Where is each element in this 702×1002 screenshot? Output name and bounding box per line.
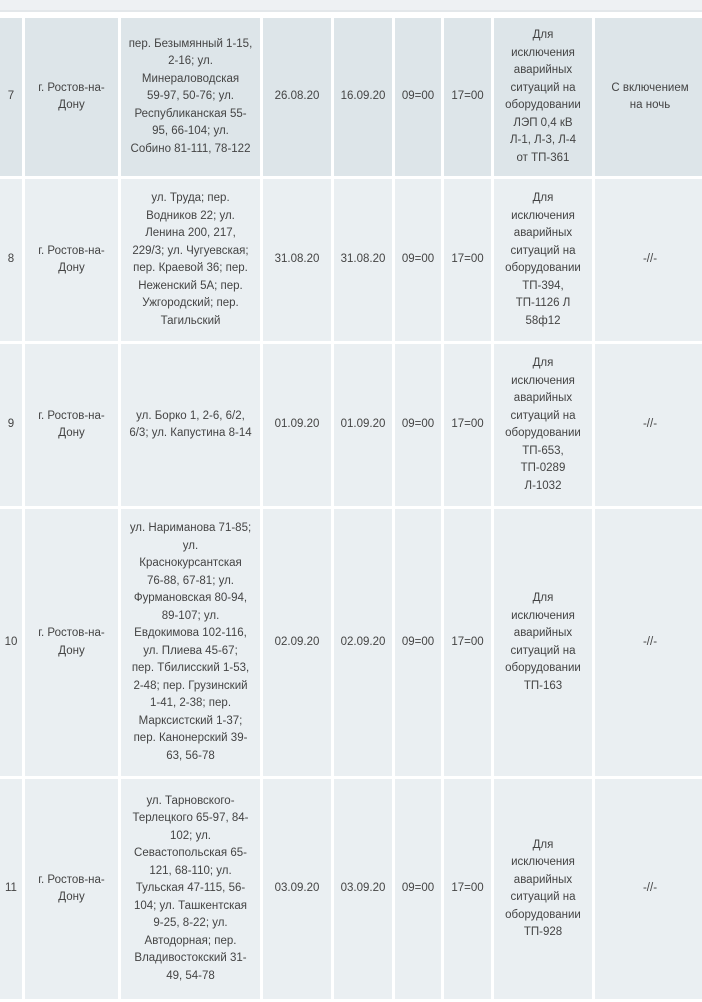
- note-cell: -//-: [595, 779, 702, 999]
- start-date-cell: 03.09.20: [263, 779, 331, 999]
- reason-cell: Для исключения аварийных ситуаций на обо…: [494, 179, 592, 341]
- reason-cell: Для исключения аварийных ситуаций на обо…: [494, 18, 592, 176]
- address-cell: ул. Нариманова 71-85; ул. Краснокурсантс…: [121, 509, 260, 776]
- table-row: 8 г. Ростов-на- Дону ул. Труда; пер. Вод…: [0, 179, 702, 341]
- note-cell: -//-: [595, 509, 702, 776]
- end-date-cell: 16.09.20: [334, 18, 392, 176]
- start-time-cell: 09=00: [395, 779, 441, 999]
- table-row: 11 г. Ростов-на- Дону ул. Тарновского- Т…: [0, 779, 702, 999]
- note-cell: С включением на ночь: [595, 18, 702, 176]
- city-cell: г. Ростов-на- Дону: [25, 179, 118, 341]
- address-cell: ул. Тарновского- Терлецкого 65-97, 84- 1…: [121, 779, 260, 999]
- city-cell: г. Ростов-на- Дону: [25, 509, 118, 776]
- end-date-cell: 02.09.20: [334, 509, 392, 776]
- city-cell: г. Ростов-на- Дону: [25, 18, 118, 176]
- note-cell: -//-: [595, 344, 702, 506]
- end-time-cell: 17=00: [444, 779, 491, 999]
- end-date-cell: 31.08.20: [334, 179, 392, 341]
- address-cell: ул. Труда; пер. Водников 22; ул. Ленина …: [121, 179, 260, 341]
- start-date-cell: 01.09.20: [263, 344, 331, 506]
- row-number: 11: [0, 779, 22, 999]
- note-cell: -//-: [595, 179, 702, 341]
- table-row: 7 г. Ростов-на- Дону пер. Безымянный 1-1…: [0, 18, 702, 176]
- row-number: 8: [0, 179, 22, 341]
- end-time-cell: 17=00: [444, 509, 491, 776]
- start-time-cell: 09=00: [395, 344, 441, 506]
- start-date-cell: 26.08.20: [263, 18, 331, 176]
- end-time-cell: 17=00: [444, 18, 491, 176]
- reason-cell: Для исключения аварийных ситуаций на обо…: [494, 779, 592, 999]
- table-row: 10 г. Ростов-на- Дону ул. Нариманова 71-…: [0, 509, 702, 776]
- address-cell: ул. Борко 1, 2-6, 6/2, 6/3; ул. Капустин…: [121, 344, 260, 506]
- end-time-cell: 17=00: [444, 344, 491, 506]
- row-number: 7: [0, 18, 22, 176]
- start-date-cell: 31.08.20: [263, 179, 331, 341]
- city-cell: г. Ростов-на- Дону: [25, 344, 118, 506]
- city-cell: г. Ростов-на- Дону: [25, 779, 118, 999]
- address-cell: пер. Безымянный 1-15, 2-16; ул. Минерало…: [121, 18, 260, 176]
- outage-table: 7 г. Ростов-на- Дону пер. Безымянный 1-1…: [0, 15, 702, 1002]
- start-time-cell: 09=00: [395, 18, 441, 176]
- start-time-cell: 09=00: [395, 509, 441, 776]
- start-date-cell: 02.09.20: [263, 509, 331, 776]
- row-number: 9: [0, 344, 22, 506]
- top-bar: [0, 0, 702, 12]
- reason-cell: Для исключения аварийных ситуаций на обо…: [494, 509, 592, 776]
- end-date-cell: 01.09.20: [334, 344, 392, 506]
- reason-cell: Для исключения аварийных ситуаций на обо…: [494, 344, 592, 506]
- end-time-cell: 17=00: [444, 179, 491, 341]
- start-time-cell: 09=00: [395, 179, 441, 341]
- end-date-cell: 03.09.20: [334, 779, 392, 999]
- row-number: 10: [0, 509, 22, 776]
- table-row: 9 г. Ростов-на- Дону ул. Борко 1, 2-6, 6…: [0, 344, 702, 506]
